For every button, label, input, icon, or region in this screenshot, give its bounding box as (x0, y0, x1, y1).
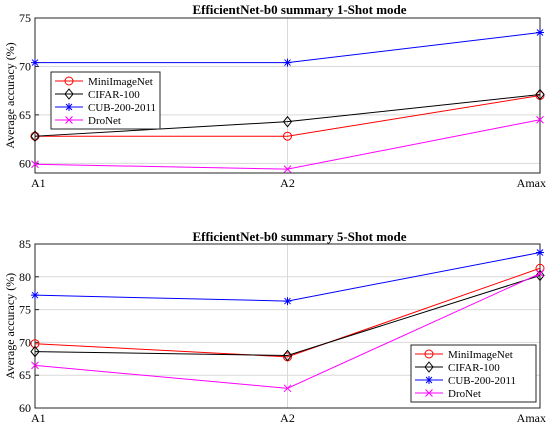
legend-label: CUB-200-2011 (88, 102, 156, 114)
legend-marker (64, 76, 74, 86)
legend-item: DroNet (55, 115, 121, 127)
legend-item: MiniImageNet (55, 76, 153, 88)
legend-marker (65, 116, 73, 124)
series-cifar-100 (30, 269, 545, 362)
data-point-marker (31, 361, 39, 370)
legend-label: CIFAR-100 (448, 362, 500, 374)
legend-label: MiniImageNet (448, 349, 513, 361)
y-tick-label: 70 (19, 59, 31, 73)
legend-marker (64, 88, 74, 100)
y-tick-label: 70 (19, 335, 31, 349)
data-point-marker (283, 165, 292, 173)
y-tick-label: 85 (19, 237, 31, 251)
data-point-marker (283, 58, 292, 67)
data-point-marker (535, 263, 545, 273)
data-point-marker (535, 88, 545, 101)
series-line (34, 267, 541, 358)
legend-item: MiniImageNet (415, 349, 513, 361)
legend-item: CUB-200-2011 (415, 375, 516, 387)
data-point-marker (283, 131, 292, 141)
data-point-marker (283, 384, 292, 393)
data-point-marker (283, 297, 292, 306)
legend-item: DroNet (415, 388, 481, 400)
series-line (34, 275, 541, 357)
series-cub-200-2011 (31, 28, 544, 67)
series-dronet (31, 115, 544, 173)
plot-frame (34, 243, 541, 409)
legend-marker (65, 103, 73, 111)
y-axis-label: Average accuracy (%) (3, 273, 17, 379)
data-point-marker (536, 269, 544, 278)
chart-title: EfficientNet-b0 summary 1-Shot mode (192, 2, 406, 17)
legend-marker (424, 361, 434, 373)
legend-marker (424, 349, 434, 359)
y-tick-label: 75 (19, 303, 31, 317)
x-tick-label: A1 (31, 176, 46, 190)
data-point-marker (30, 130, 40, 142)
legend-marker (425, 376, 433, 384)
series-cifar-100 (30, 88, 545, 142)
series-line (35, 95, 541, 137)
data-point-marker (536, 28, 544, 37)
y-tick-label: 65 (19, 368, 31, 382)
data-point-marker (282, 349, 293, 362)
legend-label: MiniImageNet (88, 76, 153, 88)
y-tick-label: 65 (19, 108, 31, 122)
legend-label: DroNet (88, 115, 121, 127)
y-tick-label: 60 (19, 156, 31, 170)
legend-marker (425, 389, 433, 397)
y-axis-label: Average accuracy (%) (3, 42, 17, 148)
y-tick-label: 75 (19, 11, 31, 25)
x-tick-label: Amax (517, 411, 546, 425)
data-point-marker (535, 269, 545, 282)
data-point-marker (536, 248, 544, 257)
chart-panel-2: 60 65 70 75 80 85 A1 A2 Amax EfficientNet-b0 summ… (3, 229, 546, 425)
data-point-marker (31, 160, 39, 169)
x-tick-label: Amax (517, 176, 546, 190)
x-tick-label: A2 (280, 411, 295, 425)
series-line (34, 94, 541, 137)
legend-item: CUB-200-2011 (55, 102, 156, 114)
chart-panel-1: 60 65 70 75 A1 A2 Amax EfficientNet-b0 summary … (3, 2, 546, 190)
data-point-marker (31, 291, 39, 300)
data-point-marker (30, 345, 40, 358)
legend-item: CIFAR-100 (415, 361, 500, 374)
y-tick-label: 60 (19, 401, 31, 415)
data-point-marker (536, 115, 544, 124)
chart-title: EfficientNet-b0 summary 5-Shot mode (192, 229, 406, 244)
series-cub-200-2011 (31, 248, 544, 306)
x-tick-label: A1 (31, 411, 46, 425)
data-point-marker (31, 58, 39, 67)
legend-item: CIFAR-100 (55, 88, 140, 101)
y-tick-label: 80 (19, 270, 31, 284)
data-point-marker (282, 115, 293, 128)
legend-label: CUB-200-2011 (448, 375, 516, 387)
data-point-marker (30, 339, 40, 349)
legend-label: DroNet (448, 388, 481, 400)
legend-label: CIFAR-100 (88, 89, 140, 101)
x-tick-label: A2 (280, 176, 295, 190)
series-dronet (31, 269, 544, 393)
